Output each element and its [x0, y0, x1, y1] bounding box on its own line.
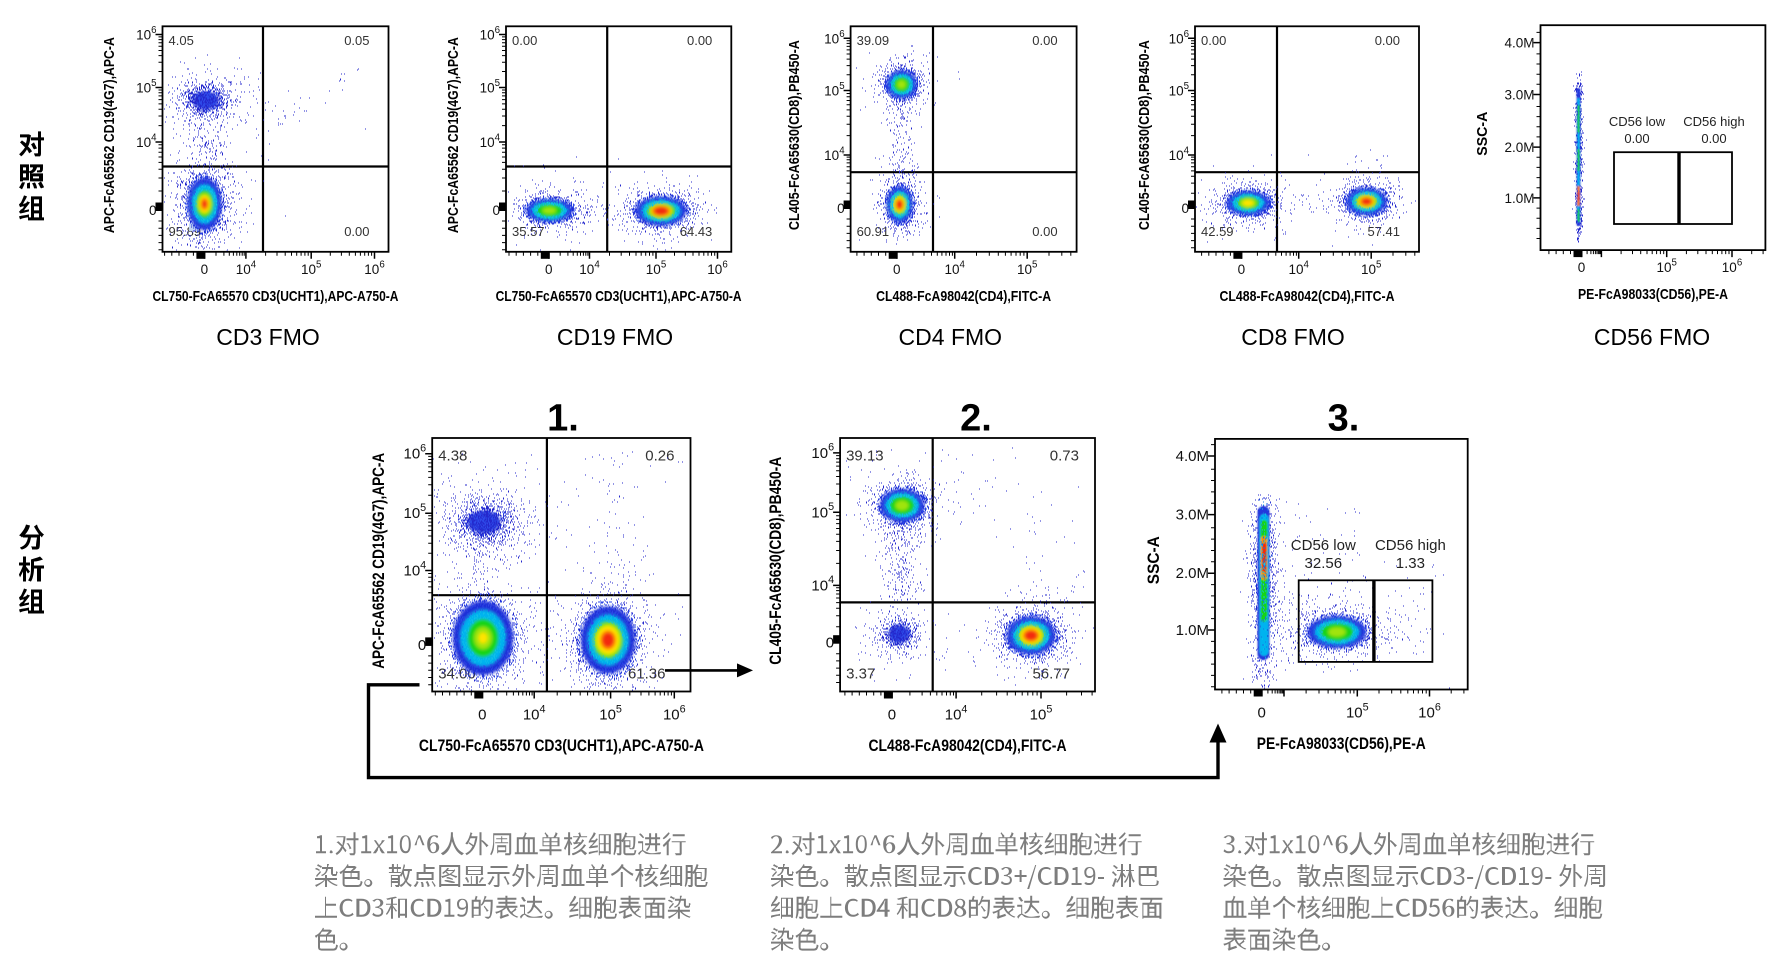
svg-text:2.0M: 2.0M [1176, 565, 1209, 582]
svg-text:APC-FcA65562 CD19(4G7),APC-A: APC-FcA65562 CD19(4G7),APC-A [445, 37, 462, 233]
svg-text:0: 0 [888, 707, 896, 724]
svg-text:0: 0 [1238, 262, 1246, 277]
svg-text:CL750-FcA65570 CD3(UCHT1),APC-: CL750-FcA65570 CD3(UCHT1),APC-A750-A [153, 288, 399, 305]
svg-text:3.37: 3.37 [846, 666, 875, 683]
svg-text:SSC-A: SSC-A [1474, 112, 1491, 156]
svg-text:0: 0 [1258, 705, 1266, 722]
svg-text:39.09: 39.09 [857, 33, 890, 48]
svg-text:4.0M: 4.0M [1504, 36, 1534, 51]
svg-text:CD56 FMO: CD56 FMO [1594, 324, 1710, 350]
svg-text:0.00: 0.00 [1201, 33, 1226, 48]
svg-text:CD3 FMO: CD3 FMO [216, 324, 320, 350]
svg-text:0: 0 [545, 262, 553, 277]
svg-text:PE-FcA98033(CD56),PE-A: PE-FcA98033(CD56),PE-A [1257, 734, 1426, 753]
svg-text:0.05: 0.05 [344, 33, 369, 48]
svg-text:60.91: 60.91 [857, 224, 890, 239]
svg-text:0.00: 0.00 [1624, 131, 1649, 146]
svg-text:0.73: 0.73 [1050, 448, 1079, 465]
svg-text:CL488-FcA98042(CD4),FITC-A: CL488-FcA98042(CD4),FITC-A [876, 288, 1051, 305]
svg-text:CL405-FcA65630(CD8),PB450-A: CL405-FcA65630(CD8),PB450-A [1136, 40, 1153, 230]
svg-text:61.36: 61.36 [628, 666, 666, 683]
svg-text:CD19 FMO: CD19 FMO [557, 324, 673, 350]
svg-text:64.43: 64.43 [680, 224, 713, 239]
svg-text:0.26: 0.26 [645, 448, 674, 465]
svg-text:CL405-FcA65630(CD8),PB450-A: CL405-FcA65630(CD8),PB450-A [786, 40, 803, 230]
svg-text:0.00: 0.00 [344, 224, 369, 239]
svg-text:APC-FcA65562 CD19(4G7),APC-A: APC-FcA65562 CD19(4G7),APC-A [101, 37, 118, 233]
svg-text:0: 0 [893, 262, 901, 277]
svg-text:0.00: 0.00 [687, 33, 712, 48]
svg-text:CD56 low: CD56 low [1609, 114, 1666, 129]
svg-text:0: 0 [492, 203, 500, 218]
svg-text:SSC-A: SSC-A [1144, 536, 1163, 584]
svg-text:35.57: 35.57 [512, 224, 545, 239]
svg-text:0.00: 0.00 [1032, 33, 1057, 48]
svg-text:0.00: 0.00 [1701, 131, 1726, 146]
svg-text:1.0M: 1.0M [1176, 622, 1209, 639]
svg-text:0.00: 0.00 [512, 33, 537, 48]
svg-text:4.0M: 4.0M [1176, 448, 1209, 465]
svg-text:32.56: 32.56 [1305, 555, 1343, 572]
svg-text:CL750-FcA65570 CD3(UCHT1),APC-: CL750-FcA65570 CD3(UCHT1),APC-A750-A [419, 736, 704, 755]
svg-text:2.0M: 2.0M [1504, 140, 1534, 155]
svg-text:CL405-FcA65630(CD8),PB450-A: CL405-FcA65630(CD8),PB450-A [766, 457, 785, 665]
svg-text:39.13: 39.13 [846, 448, 884, 465]
svg-text:1.0M: 1.0M [1504, 191, 1534, 206]
svg-text:3.: 3. [1328, 397, 1360, 439]
svg-text:1.: 1. [547, 397, 579, 439]
svg-text:0.00: 0.00 [1375, 33, 1400, 48]
svg-text:0: 0 [201, 262, 209, 277]
svg-text:CD8 FMO: CD8 FMO [1241, 324, 1345, 350]
svg-text:APC-FcA65562 CD19(4G7),APC-A: APC-FcA65562 CD19(4G7),APC-A [369, 453, 388, 669]
svg-text:PE-FcA98033(CD56),PE-A: PE-FcA98033(CD56),PE-A [1578, 286, 1728, 303]
svg-text:CD56 high: CD56 high [1683, 114, 1744, 129]
svg-text:CL488-FcA98042(CD4),FITC-A: CL488-FcA98042(CD4),FITC-A [869, 736, 1067, 755]
svg-text:CD56 high: CD56 high [1375, 537, 1446, 554]
svg-text:2.: 2. [960, 397, 992, 439]
svg-text:4.05: 4.05 [169, 33, 194, 48]
svg-text:0: 0 [149, 203, 157, 218]
svg-text:CL488-FcA98042(CD4),FITC-A: CL488-FcA98042(CD4),FITC-A [1220, 288, 1395, 305]
svg-text:0.00: 0.00 [1032, 224, 1057, 239]
svg-text:0: 0 [837, 201, 845, 216]
svg-text:4.38: 4.38 [438, 448, 467, 465]
svg-text:CD56 low: CD56 low [1291, 537, 1356, 554]
svg-text:1.33: 1.33 [1396, 555, 1425, 572]
svg-text:CL750-FcA65570 CD3(UCHT1),APC-: CL750-FcA65570 CD3(UCHT1),APC-A750-A [496, 288, 742, 305]
svg-text:CD4 FMO: CD4 FMO [899, 324, 1003, 350]
svg-text:3.0M: 3.0M [1504, 88, 1534, 103]
svg-text:57.41: 57.41 [1367, 224, 1400, 239]
svg-text:0: 0 [1181, 201, 1189, 216]
svg-text:0: 0 [478, 707, 486, 724]
svg-text:3.0M: 3.0M [1176, 507, 1209, 524]
svg-text:0: 0 [418, 637, 426, 654]
svg-text:0: 0 [1578, 260, 1586, 275]
svg-text:42.59: 42.59 [1201, 224, 1234, 239]
svg-text:56.77: 56.77 [1032, 666, 1070, 683]
svg-text:0: 0 [826, 635, 834, 652]
